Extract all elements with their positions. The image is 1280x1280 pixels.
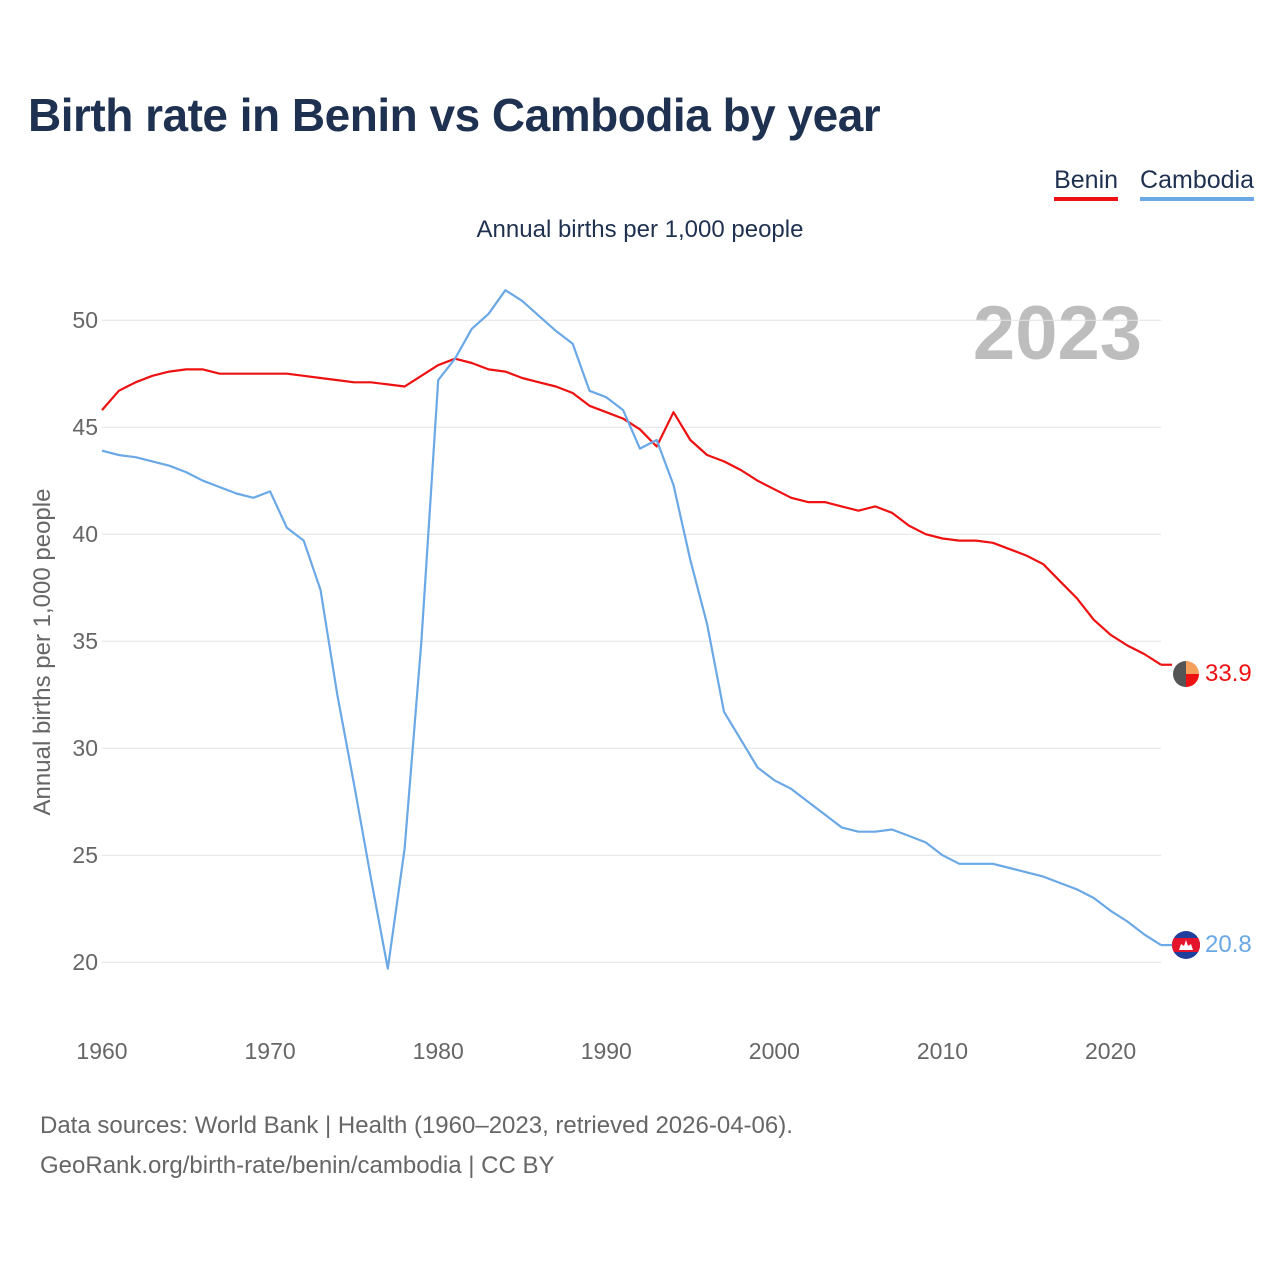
x-tick-label-1980: 1980 bbox=[413, 1038, 464, 1064]
x-tick-label-2010: 2010 bbox=[917, 1038, 968, 1064]
y-axis-ticks: 20 25 30 35 40 45 50 bbox=[72, 307, 98, 975]
y-tick-label-45: 45 bbox=[72, 414, 98, 440]
y-tick-label-50: 50 bbox=[72, 307, 98, 333]
y-tick-label-30: 30 bbox=[72, 735, 98, 761]
series-lines bbox=[101, 289, 1172, 970]
series-line-cambodia bbox=[101, 289, 1162, 970]
source-url-text: GeoRank.org/birth-rate/benin/cambodia | … bbox=[40, 1152, 555, 1179]
chart-subtitle: Annual births per 1,000 people bbox=[476, 216, 804, 243]
end-markers bbox=[1172, 661, 1200, 959]
x-tick-label-1960: 1960 bbox=[76, 1038, 127, 1064]
y-tick-label-35: 35 bbox=[72, 628, 98, 654]
cambodia-flag-icon bbox=[1172, 931, 1200, 959]
legend-item-benin[interactable]: Benin bbox=[1054, 166, 1119, 201]
year-indicator: 2023 bbox=[972, 291, 1142, 376]
chart-title: Birth rate in Benin vs Cambodia by year bbox=[28, 89, 881, 141]
data-source-text: Data sources: World Bank | Health (1960–… bbox=[40, 1112, 793, 1139]
x-axis-ticks: 1960 1970 1980 1990 2000 2010 2020 bbox=[76, 1038, 1136, 1064]
y-tick-label-20: 20 bbox=[72, 949, 98, 975]
cambodia-end-value: 20.8 bbox=[1205, 931, 1252, 958]
x-tick-label-1970: 1970 bbox=[245, 1038, 296, 1064]
legend-item-cambodia[interactable]: Cambodia bbox=[1140, 166, 1254, 201]
chart-legend: Benin Cambodia bbox=[1054, 166, 1254, 201]
x-tick-label-2000: 2000 bbox=[749, 1038, 800, 1064]
y-tick-label-25: 25 bbox=[72, 842, 98, 868]
series-line-benin bbox=[101, 357, 1162, 666]
x-tick-label-2020: 2020 bbox=[1085, 1038, 1136, 1064]
benin-flag-icon bbox=[1173, 661, 1199, 687]
chart-footer: Data sources: World Bank | Health (1960–… bbox=[40, 1106, 793, 1186]
x-tick-label-1990: 1990 bbox=[581, 1038, 632, 1064]
y-axis-label: Annual births per 1,000 people bbox=[29, 489, 56, 816]
benin-end-value: 33.9 bbox=[1205, 660, 1252, 687]
y-tick-label-40: 40 bbox=[72, 521, 98, 547]
